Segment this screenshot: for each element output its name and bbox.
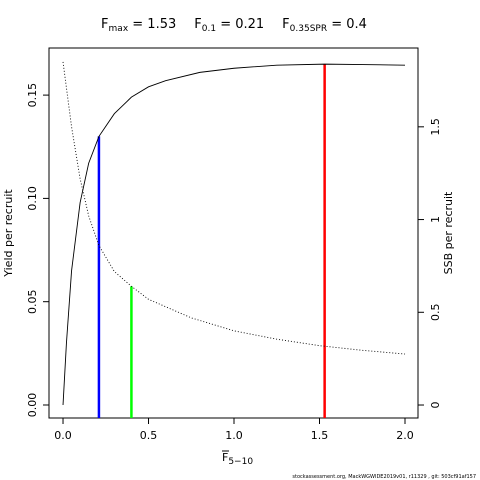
x-tick-label: 1.5: [311, 429, 329, 442]
chart-title: Fmax = 1.53 F0.1 = 0.21 F0.35SPR = 0.4: [101, 17, 367, 34]
x-tick-label: 1.0: [225, 429, 243, 442]
y2-tick-label: 0.5: [429, 304, 442, 322]
y-tick-label: 0.05: [26, 289, 39, 314]
series-line: [62, 63, 406, 406]
x-tick-label: 0.0: [54, 429, 72, 442]
x-axis-label: F5−10: [222, 451, 253, 467]
x-axis-label-main: F: [222, 451, 228, 464]
title-sub: 0.1: [202, 24, 216, 34]
title-main: F: [282, 17, 289, 32]
title-rest: = 1.53: [128, 17, 176, 32]
y2-tick-label: 1.5: [429, 118, 442, 136]
footer: stockassessment.org, MackWGWIDE2019v01, …: [292, 474, 476, 480]
y2-tick-label: 1: [429, 216, 442, 223]
y-axis-label: Yield per recruit: [2, 189, 15, 278]
title-rest: = 0.4: [327, 17, 367, 32]
y2-axis-label: SSB per recruit: [442, 191, 455, 274]
x-tick-label: 0.5: [140, 429, 158, 442]
title-main: F: [194, 17, 201, 32]
x-tick-label: 2.0: [396, 429, 414, 442]
series-line: [62, 61, 406, 355]
title-sub: 0.35SPR: [290, 24, 327, 34]
y-tick-label: 0.10: [26, 186, 39, 211]
y-tick-label: 0.15: [26, 83, 39, 108]
title-rest: = 0.21: [216, 17, 264, 32]
y-tick-label: 0.00: [26, 393, 39, 418]
plot-frame: [48, 47, 419, 419]
x-axis-label-sub: 5−10: [228, 457, 253, 467]
title-sub: max: [109, 24, 129, 34]
y2-tick-label: 0: [429, 402, 442, 409]
title-main: F: [101, 17, 108, 32]
